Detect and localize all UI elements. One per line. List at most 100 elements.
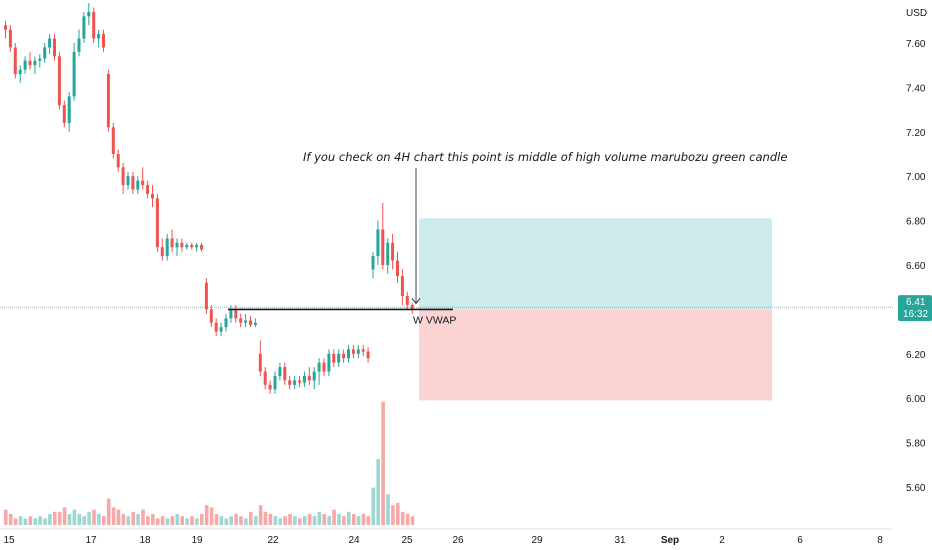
- candle-body: [195, 245, 199, 248]
- volume-bar: [57, 511, 62, 525]
- candle-body: [82, 16, 86, 39]
- candle-body: [278, 367, 282, 376]
- candle-body: [28, 60, 32, 66]
- candle-body: [405, 296, 409, 305]
- candle-body: [249, 320, 252, 325]
- volume-bar: [77, 514, 82, 525]
- currency-label: USD: [906, 8, 927, 19]
- volume-bar: [111, 507, 116, 525]
- time-tick-label: 2: [719, 535, 725, 546]
- time-tick-label: 8: [877, 535, 883, 546]
- candle-body: [126, 176, 130, 186]
- candle-body: [204, 282, 208, 310]
- candle-body: [170, 238, 174, 248]
- candle-body: [298, 380, 301, 383]
- volume-bar: [131, 511, 135, 525]
- volume-bar: [239, 516, 243, 525]
- volume-bar: [151, 514, 155, 525]
- candle-body: [342, 353, 346, 359]
- volume-bar: [258, 505, 263, 525]
- volume-bar: [126, 516, 131, 525]
- volume-bar: [97, 514, 101, 525]
- candle-body: [87, 11, 91, 17]
- candle-body: [131, 176, 135, 190]
- candle-body: [106, 74, 110, 128]
- candle-body: [33, 60, 37, 66]
- price-tick-label: 6.60: [906, 261, 926, 272]
- candlesticks: [4, 3, 414, 394]
- volume-bar: [253, 516, 258, 525]
- time-tick-label: Sep: [661, 535, 679, 546]
- volume-bar: [288, 514, 292, 525]
- volume-bar: [48, 514, 52, 525]
- candle-body: [229, 309, 233, 319]
- candle-body: [160, 247, 164, 257]
- price-axis[interactable]: 7.607.407.207.006.806.606.406.206.005.80…: [906, 39, 926, 494]
- volume-bar: [400, 511, 405, 525]
- chart-annotation[interactable]: If you check on 4H chart this point is m…: [303, 150, 787, 164]
- candle-body: [337, 353, 341, 363]
- volume-bar: [200, 514, 204, 525]
- candle-body: [4, 25, 7, 30]
- candle-body: [141, 180, 145, 186]
- volume-bar: [180, 516, 184, 525]
- candle-body: [13, 47, 17, 75]
- volume-bar: [356, 516, 361, 525]
- volume-bar: [195, 518, 199, 525]
- annotation-arrow-icon: [411, 298, 421, 305]
- candle-body: [67, 96, 71, 123]
- candle-body: [253, 322, 257, 325]
- volume-bar: [263, 511, 268, 525]
- volume-bar: [72, 509, 77, 525]
- volume-bar: [43, 518, 47, 525]
- candle-body: [366, 351, 370, 359]
- volume-bar: [33, 518, 37, 525]
- candle-body: [351, 349, 355, 354]
- candle-body: [273, 376, 277, 390]
- candle-body: [322, 362, 326, 372]
- volume-bar: [376, 459, 380, 525]
- volume-bar: [302, 516, 307, 525]
- volume-bar: [361, 514, 366, 525]
- candle-body: [327, 353, 331, 372]
- candle-body: [391, 242, 395, 261]
- candle-body: [332, 353, 336, 363]
- stop-loss-zone[interactable]: [419, 309, 772, 401]
- candle-body: [111, 127, 115, 154]
- volume-bar: [106, 498, 111, 525]
- volume-bar: [53, 511, 57, 525]
- candle-body: [102, 34, 105, 48]
- time-tick-label: 29: [531, 535, 543, 546]
- volume-bar: [23, 518, 28, 525]
- volume-bar: [121, 514, 126, 525]
- candle-body: [200, 245, 203, 250]
- candle-body: [77, 38, 81, 52]
- candle-body: [48, 38, 52, 48]
- volume-bar: [396, 503, 400, 525]
- last-price-badge: [898, 295, 932, 322]
- time-axis[interactable]: 15 17 18 19 22 24 25 26 29 31 Sep 2 6 8: [3, 535, 883, 546]
- volume-bar: [405, 514, 410, 525]
- candle-body: [258, 353, 262, 372]
- volume-bar: [155, 518, 160, 525]
- volume-bar: [327, 516, 331, 525]
- volume-bar: [170, 516, 175, 525]
- volume-bar: [298, 518, 302, 525]
- candle-body: [72, 51, 76, 97]
- candle-body: [293, 380, 297, 385]
- volume-bar: [273, 516, 278, 525]
- vwap-label: W VWAP: [413, 314, 456, 326]
- profit-target-zone[interactable]: [419, 218, 772, 310]
- volume-bar: [268, 514, 273, 525]
- candle-body: [244, 320, 248, 323]
- volume-bar: [293, 516, 297, 525]
- time-tick-label: 26: [452, 535, 464, 546]
- price-tick-label: 7.40: [906, 83, 926, 94]
- candle-body: [116, 154, 120, 168]
- volume-bar: [307, 514, 312, 525]
- candle-body: [18, 69, 22, 75]
- bar-countdown: 16:32: [903, 309, 928, 320]
- candle-body: [381, 229, 385, 265]
- volume-bar: [317, 511, 322, 525]
